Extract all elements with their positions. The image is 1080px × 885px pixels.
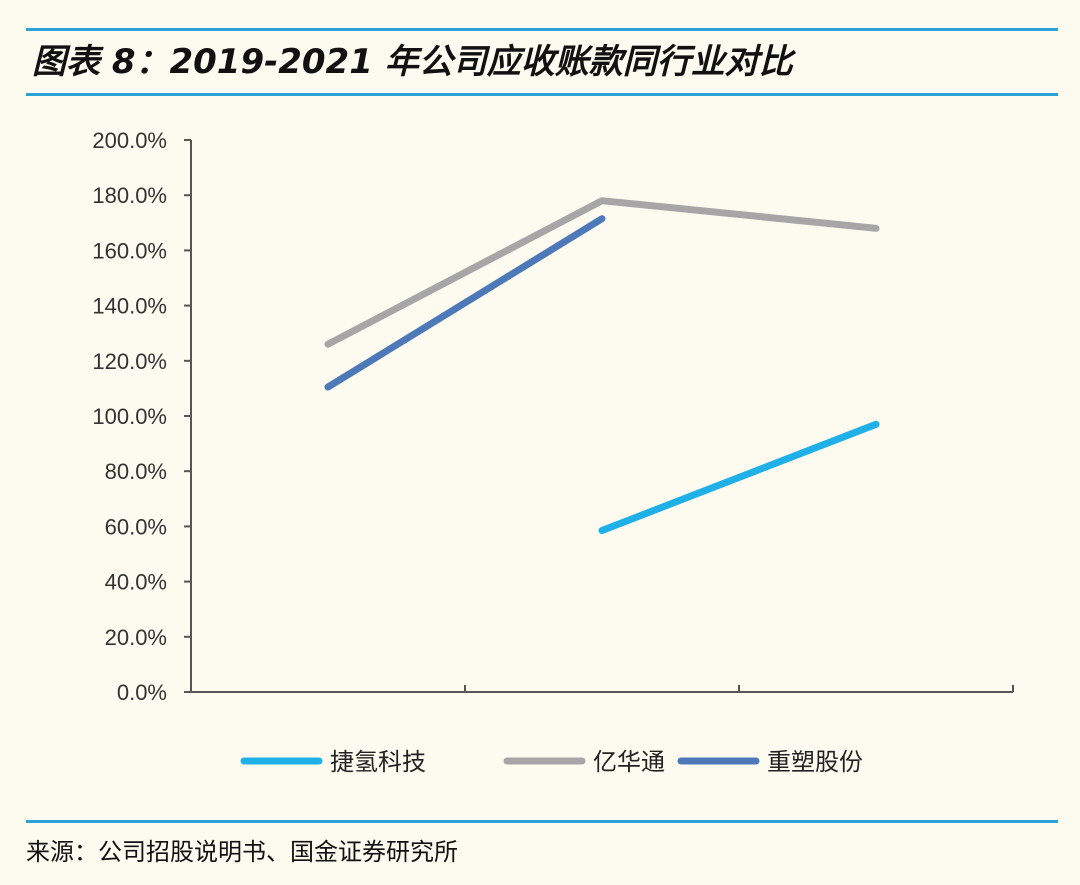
y-tick-label: 200.0% <box>92 128 167 153</box>
y-tick-label: 0.0% <box>117 680 167 705</box>
title-underline-rule <box>26 93 1058 96</box>
y-tick-label: 80.0% <box>105 459 167 484</box>
y-tick-label: 160.0% <box>92 238 167 263</box>
y-tick-label: 60.0% <box>105 514 167 539</box>
y-tick-label: 20.0% <box>105 625 167 650</box>
legend-label-1: 亿华通 <box>593 748 665 776</box>
top-rule <box>26 28 1058 31</box>
chart-series <box>324 197 880 534</box>
series-line-2 <box>324 215 606 391</box>
y-tick-label: 100.0% <box>92 404 167 429</box>
footer-rule <box>26 820 1058 823</box>
source-note: 来源：公司招股说明书、国金证券研究所 <box>26 838 458 866</box>
y-tick-label: 120.0% <box>92 349 167 374</box>
y-axis-ticks: 200.0% 180.0% 160.0% 140.0% 120.0% 100.0% 80.0… <box>92 128 191 705</box>
line-chart: 200.0% 180.0% 160.0% 140.0% 120.0% 100.0% 80.0… <box>92 128 1014 776</box>
series-line-0 <box>598 420 880 534</box>
y-tick-label: 180.0% <box>92 183 167 208</box>
y-tick-label: 40.0% <box>105 570 167 595</box>
legend-label-0: 捷氢科技 <box>330 748 426 776</box>
series-line-1 <box>324 197 880 348</box>
chart-legend: 捷氢科技 亿华通 重塑股份 <box>240 748 863 776</box>
y-tick-label: 140.0% <box>92 294 167 319</box>
legend-label-2: 重塑股份 <box>767 748 863 776</box>
chart-title: 图表 8：2019-2021 年公司应收账款同行业对比 <box>32 42 793 82</box>
